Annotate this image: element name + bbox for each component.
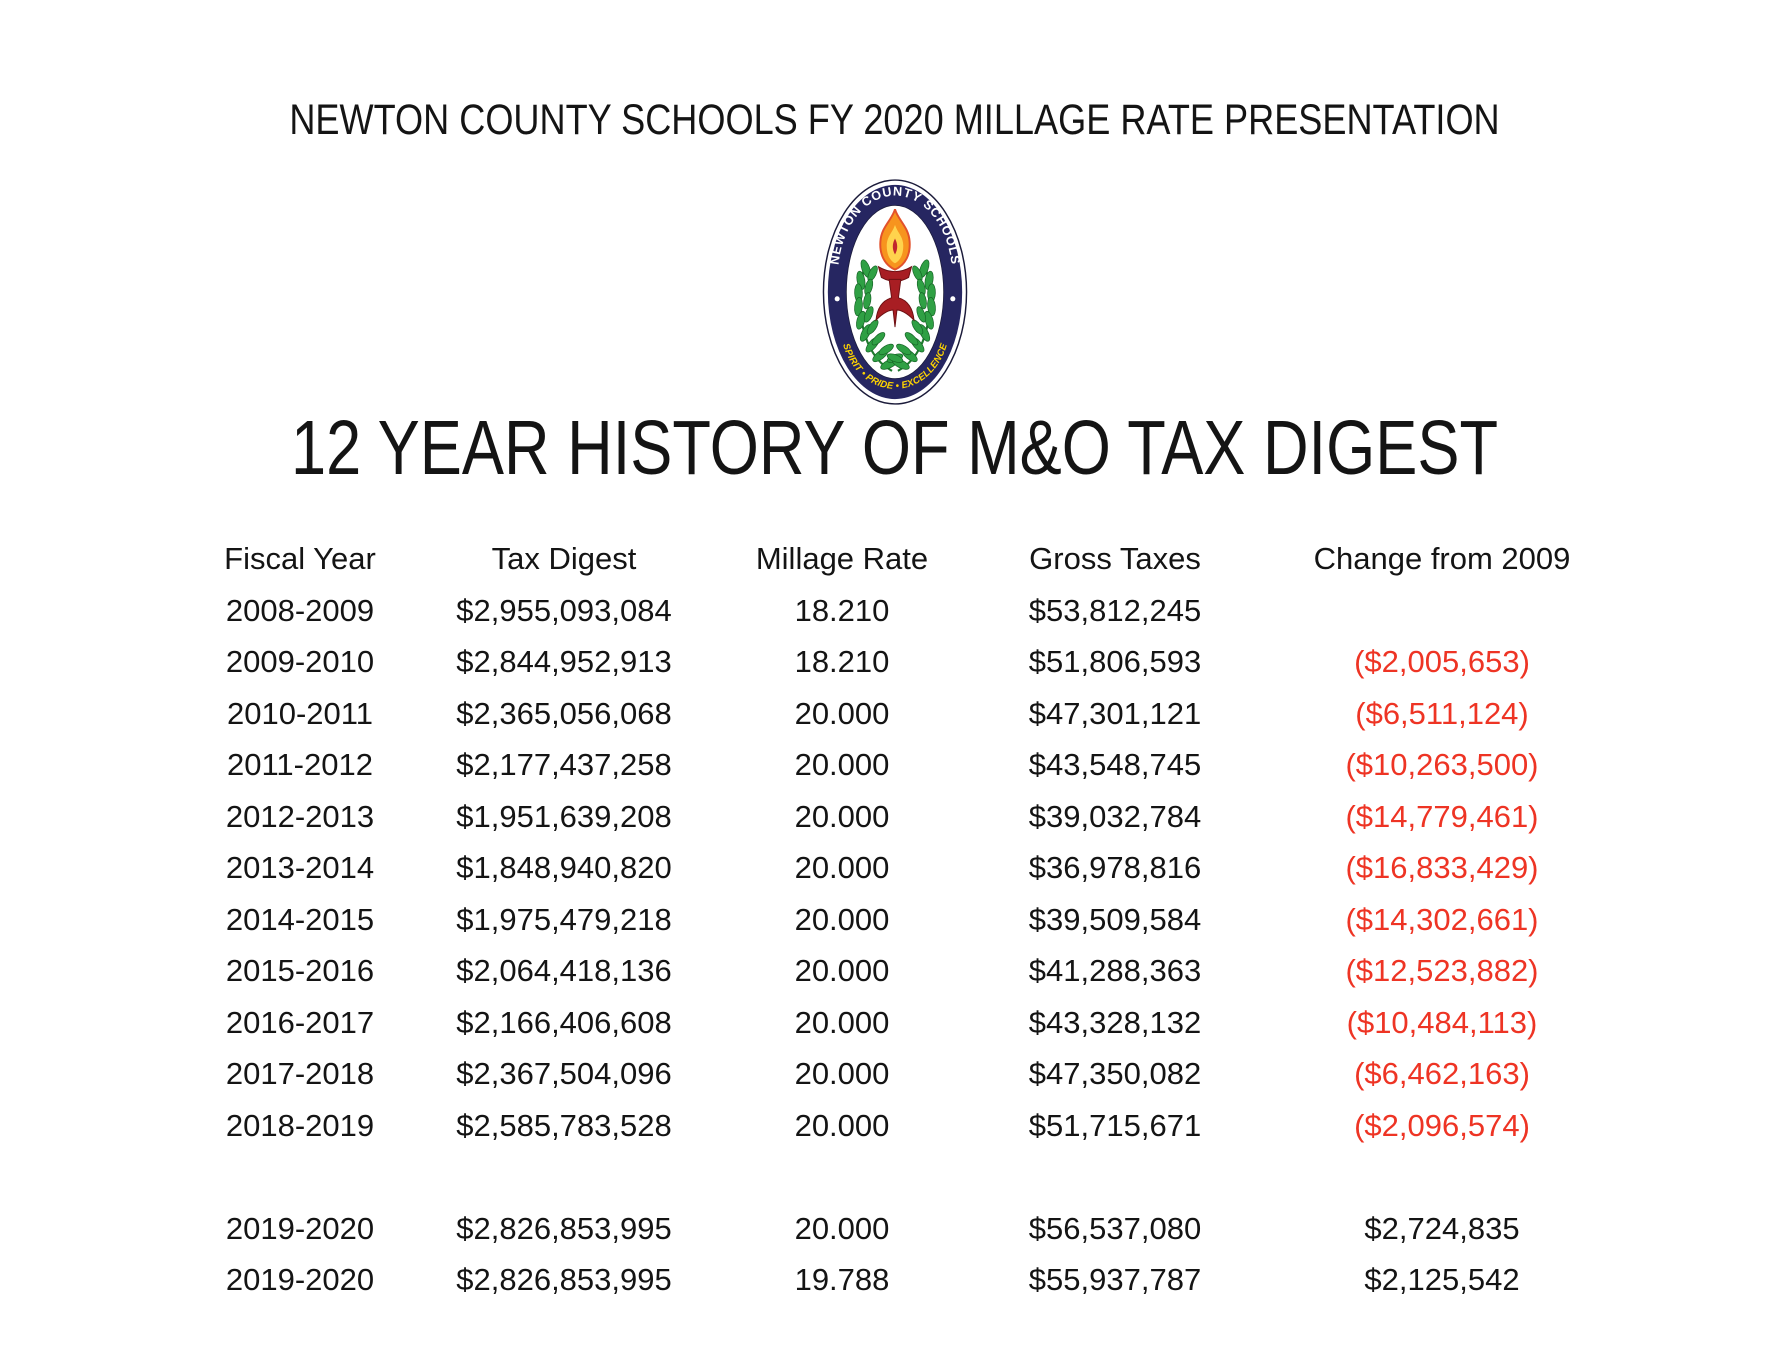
torch-stem bbox=[875, 278, 915, 328]
torch-bowl bbox=[877, 265, 913, 282]
cell-change: ($6,511,124) bbox=[1355, 695, 1529, 731]
cell-change: $2,125,542 bbox=[1364, 1262, 1520, 1298]
presentation-title: NEWTON COUNTY SCHOOLS FY 2020 MILLAGE RA… bbox=[289, 96, 1500, 144]
cell-change: ($12,523,882) bbox=[1345, 953, 1539, 989]
cell-gross-taxes: $47,350,082 bbox=[1028, 1056, 1202, 1092]
cell-millage-rate: 20.000 bbox=[794, 953, 890, 989]
cell-tax-digest: $2,365,056,068 bbox=[456, 695, 672, 731]
cell-millage-rate: 20.000 bbox=[794, 1004, 890, 1040]
cell-change: ($14,779,461) bbox=[1345, 798, 1539, 834]
cell-gross-taxes: $36,978,816 bbox=[1028, 850, 1202, 886]
cell-millage-rate: 18.210 bbox=[794, 592, 890, 628]
cell-tax-digest: $1,951,639,208 bbox=[456, 798, 672, 834]
column-header-tax-digest: Tax Digest bbox=[491, 541, 637, 577]
cell-millage-rate: 20.000 bbox=[794, 1056, 890, 1092]
newton-county-schools-logo: NEWTON COUNTY SCHOOLS SPIRIT • PRIDE • E… bbox=[822, 179, 968, 405]
seal-side-dot-left bbox=[834, 296, 840, 302]
cell-millage-rate: 20.000 bbox=[794, 850, 890, 886]
cell-change: ($2,096,574) bbox=[1354, 1107, 1530, 1143]
cell-fiscal-year: 2013-2014 bbox=[225, 850, 375, 886]
cell-tax-digest: $2,585,783,528 bbox=[456, 1107, 672, 1143]
cell-fiscal-year: 2017-2018 bbox=[225, 1056, 375, 1092]
cell-change: ($14,302,661) bbox=[1345, 901, 1539, 937]
cell-tax-digest: $2,064,418,136 bbox=[456, 953, 672, 989]
cell-millage-rate: 20.000 bbox=[794, 1107, 890, 1143]
cell-millage-rate: 20.000 bbox=[794, 901, 890, 937]
cell-change bbox=[1254, 585, 1630, 637]
cell-millage-rate: 20.000 bbox=[794, 798, 890, 834]
slide-heading: 12 YEAR HISTORY OF M&O TAX DIGEST bbox=[290, 405, 1499, 491]
cell-tax-digest: $2,955,093,084 bbox=[456, 592, 672, 628]
cell-millage-rate: 20.000 bbox=[794, 695, 890, 731]
cell-tax-digest: $1,848,940,820 bbox=[456, 850, 672, 886]
cell-change: ($10,484,113) bbox=[1346, 1004, 1538, 1040]
cell-gross-taxes: $41,288,363 bbox=[1028, 953, 1202, 989]
cell-millage-rate: 18.210 bbox=[794, 644, 890, 680]
cell-tax-digest: $2,826,853,995 bbox=[456, 1210, 672, 1246]
cell-change: ($10,263,500) bbox=[1345, 747, 1539, 783]
cell-change: $2,724,835 bbox=[1364, 1210, 1520, 1246]
cell-fiscal-year: 2018-2019 bbox=[225, 1107, 375, 1143]
cell-change: ($2,005,653) bbox=[1354, 644, 1530, 680]
cell-gross-taxes: $39,509,584 bbox=[1028, 901, 1202, 937]
tax-digest-table: Fiscal Year Tax Digest Millage Rate Gros… bbox=[180, 533, 1630, 1306]
cell-fiscal-year: 2010-2011 bbox=[227, 695, 373, 731]
cell-gross-taxes: $47,301,121 bbox=[1028, 695, 1202, 731]
cell-tax-digest: $1,975,479,218 bbox=[456, 901, 672, 937]
cell-millage-rate bbox=[708, 1151, 976, 1203]
cell-millage-rate: 20.000 bbox=[794, 1210, 890, 1246]
cell-gross-taxes: $39,032,784 bbox=[1028, 798, 1202, 834]
cell-millage-rate: 19.788 bbox=[794, 1262, 890, 1298]
cell-gross-taxes: $55,937,787 bbox=[1028, 1262, 1202, 1298]
column-header-gross-taxes: Gross Taxes bbox=[1029, 541, 1201, 577]
column-header-millage-rate: Millage Rate bbox=[755, 541, 929, 577]
cell-fiscal-year: 2012-2013 bbox=[225, 798, 375, 834]
cell-tax-digest: $2,844,952,913 bbox=[456, 644, 672, 680]
cell-fiscal-year: 2008-2009 bbox=[225, 592, 375, 628]
cell-fiscal-year: 2009-2010 bbox=[225, 644, 375, 680]
cell-change: ($6,462,163) bbox=[1354, 1056, 1530, 1092]
cell-gross-taxes: $56,537,080 bbox=[1028, 1210, 1202, 1246]
cell-fiscal-year: 2014-2015 bbox=[225, 901, 375, 937]
cell-tax-digest bbox=[420, 1151, 708, 1203]
cell-fiscal-year: 2016-2017 bbox=[225, 1004, 375, 1040]
cell-fiscal-year bbox=[180, 1151, 420, 1203]
cell-gross-taxes: $51,806,593 bbox=[1028, 644, 1202, 680]
cell-fiscal-year: 2015-2016 bbox=[225, 953, 375, 989]
column-header-fiscal-year: Fiscal Year bbox=[224, 541, 376, 577]
cell-millage-rate: 20.000 bbox=[794, 747, 890, 783]
cell-tax-digest: $2,166,406,608 bbox=[456, 1004, 672, 1040]
cell-fiscal-year: 2019-2020 bbox=[225, 1262, 375, 1298]
column-header-change: Change from 2009 bbox=[1313, 541, 1571, 577]
cell-change bbox=[1254, 1151, 1630, 1203]
cell-fiscal-year: 2019-2020 bbox=[225, 1210, 375, 1246]
torch-flame-core bbox=[892, 238, 898, 255]
cell-gross-taxes: $43,548,745 bbox=[1028, 747, 1202, 783]
cell-gross-taxes: $53,812,245 bbox=[1028, 592, 1202, 628]
cell-gross-taxes: $51,715,671 bbox=[1028, 1107, 1202, 1143]
cell-gross-taxes: $43,328,132 bbox=[1028, 1004, 1202, 1040]
cell-fiscal-year: 2011-2012 bbox=[227, 747, 373, 783]
cell-tax-digest: $2,367,504,096 bbox=[456, 1056, 672, 1092]
cell-tax-digest: $2,826,853,995 bbox=[456, 1262, 672, 1298]
seal-side-dot-right bbox=[950, 296, 956, 302]
cell-gross-taxes bbox=[976, 1151, 1254, 1203]
cell-change: ($16,833,429) bbox=[1345, 850, 1539, 886]
cell-tax-digest: $2,177,437,258 bbox=[456, 747, 672, 783]
